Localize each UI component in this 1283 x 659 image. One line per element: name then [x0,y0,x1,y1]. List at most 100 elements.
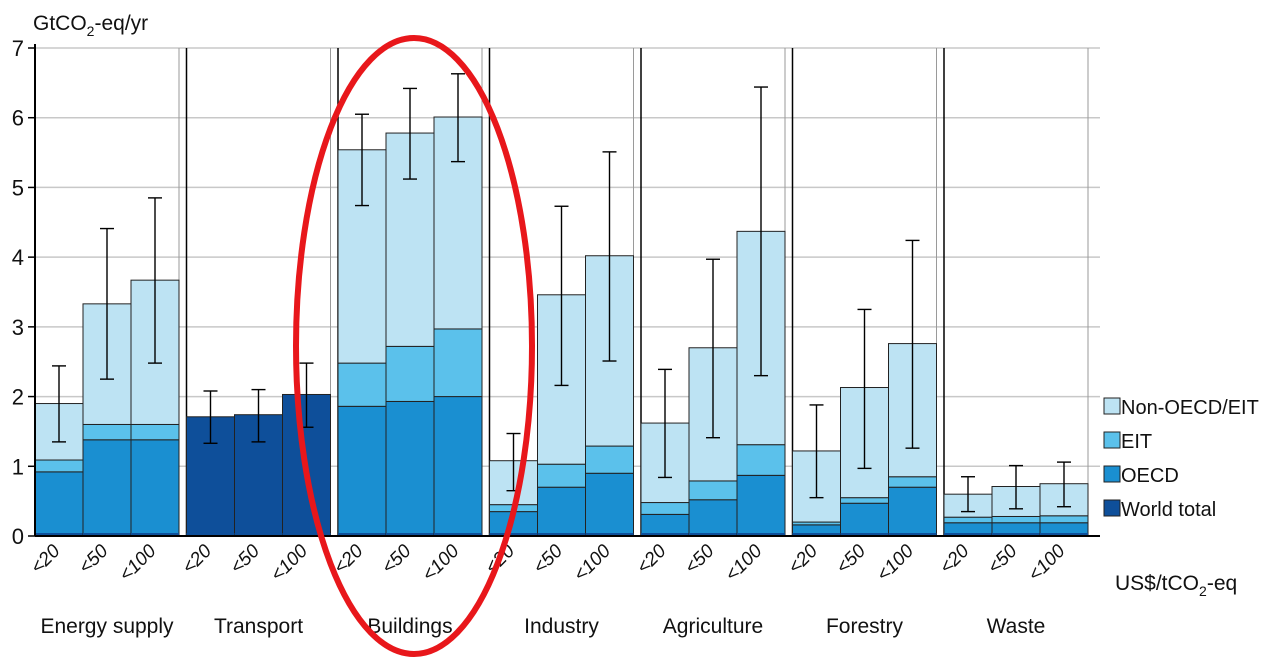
bar-segment [433,396,483,537]
bar-baseline [338,533,386,536]
bar-baseline [35,533,83,536]
x-unit-sub: 2 [1199,583,1207,599]
y-unit-prefix: GtCO [33,12,87,35]
bar-segment [640,513,690,537]
bar-baseline [131,533,179,536]
y-tick-label: 6 [12,106,24,131]
x-unit-suffix: -eq [1207,572,1237,595]
bar-segment [888,476,937,488]
highlight-ellipse [293,35,535,657]
price-label: <100 [115,540,160,585]
bar-baseline [282,533,331,536]
bar-segment [130,423,180,441]
bar-segment [640,502,690,515]
bar-segment [840,497,889,504]
legend-label: OECD [1121,465,1179,487]
legend-label: EIT [1121,431,1152,453]
price-label: <20 [936,540,974,578]
annotation-layer [293,35,535,657]
y-unit-suffix: -eq/yr [94,12,148,35]
price-label: <100 [418,540,463,585]
y-tick-label: 2 [12,385,24,410]
bar-segment [82,423,132,441]
price-label: <50 [75,540,113,578]
price-label: <20 [27,540,65,578]
y-tick-label: 5 [12,175,24,200]
bar-baseline [234,533,283,536]
sector-label: Industry [524,615,599,638]
bar-segment [585,472,634,537]
bar-baseline [83,533,131,536]
bar-segment [991,515,1041,524]
bar-baseline [585,533,634,536]
bar-segment [385,345,435,402]
y-tick-label: 3 [12,315,24,340]
bar-segment [943,516,993,524]
bar-segment [82,439,132,537]
sector-label: Forestry [826,615,904,638]
x-axis-unit: US$/tCO2-eq [1115,572,1237,599]
legend-swatch [1103,431,1121,449]
bar-segment [736,474,786,537]
bar-segment [130,439,180,537]
bar-segment [537,486,586,537]
price-label: <50 [984,540,1022,578]
bar-baseline [489,533,538,536]
bar-segment [337,405,387,537]
price-label: <100 [1024,540,1069,585]
bar-segment [888,486,937,537]
price-label: <50 [529,540,567,578]
price-label: <20 [784,540,822,578]
price-label: <50 [681,540,719,578]
bar-baseline [386,533,434,536]
bar-segment [736,444,786,476]
legend-swatch [1103,499,1121,517]
bar-baseline [737,533,785,536]
y-unit-sub: 2 [87,23,95,39]
axes: 0 1 2 3 4 5 6 7 [12,36,1100,549]
bar-segment [688,499,738,537]
price-label: <50 [832,540,870,578]
bar-segment [585,445,634,474]
legend-swatch [1103,465,1121,483]
price-label: <100 [267,540,312,585]
price-label: <20 [178,540,216,578]
bar-baseline [792,533,841,536]
bar-baseline [944,533,992,536]
y-tick-label: 1 [12,454,24,479]
sector-label: Energy supply [40,615,174,638]
legend-swatch [1103,397,1121,415]
bar-baseline [537,533,586,536]
bar-baseline [689,533,737,536]
sector-label: Waste [987,615,1046,638]
bar-segment [688,480,738,501]
bar-segment [1039,515,1089,524]
error-bars [52,73,1071,513]
legend-label: Non-OECD/EIT [1121,397,1259,419]
legend: Non-OECD/EIT EIT OECD World total [1103,397,1259,521]
bar-segment [337,362,387,407]
price-label: <50 [226,540,264,578]
bar-segment [433,328,483,398]
sector-label: Transport [214,615,303,638]
price-label: <50 [378,540,416,578]
price-label: <100 [570,540,615,585]
y-axis-unit: GtCO2-eq/yr [33,12,148,39]
y-tick-label: 0 [12,524,24,549]
sector-label: Buildings [367,615,452,638]
bar-segment [385,400,435,537]
sector-label: Agriculture [663,615,763,638]
bar-baseline [1040,533,1088,536]
bar-baseline [641,533,689,536]
legend-label: World total [1121,499,1216,521]
bar-baseline [840,533,889,536]
y-tick-label: 4 [12,245,24,270]
bar-baseline [186,533,235,536]
bar-segment [840,502,889,537]
bar-baseline [434,533,482,536]
bar-segment [34,471,84,537]
bar-baseline [888,533,937,536]
price-label: <100 [721,540,766,585]
